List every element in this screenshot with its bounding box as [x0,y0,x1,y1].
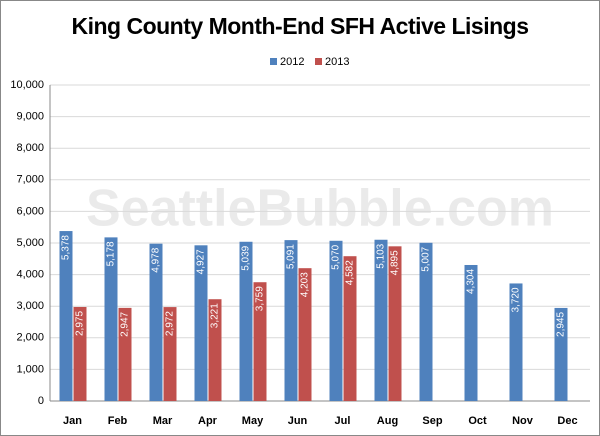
y-tick-label: 7,000 [16,174,44,186]
value-label: 2,947 [120,311,131,336]
y-tick-label: 1,000 [16,363,44,375]
bar [554,307,568,401]
x-tick-label: Sep [422,415,442,427]
bar [329,240,343,401]
chart-title: King County Month-End SFH Active Lisings [71,13,528,39]
bar [343,256,357,401]
value-label: 3,720 [511,287,522,312]
value-label: 4,978 [151,247,162,272]
value-label: 4,582 [345,260,356,285]
x-tick-label: Jul [335,415,351,427]
bar [388,246,402,401]
legend-swatch [270,58,277,65]
y-tick-label: 8,000 [16,142,44,154]
x-tick-label: Apr [198,415,218,427]
value-label: 4,203 [300,272,311,297]
bar [194,245,208,401]
x-tick-label: Jun [288,415,308,427]
bar [464,264,478,401]
y-tick-label: 10,000 [10,79,44,91]
y-tick-label: 0 [38,395,44,407]
x-tick-label: Aug [377,415,398,427]
value-label: 5,070 [331,244,342,269]
x-tick-label: Mar [153,415,173,427]
legend-swatch [315,58,322,65]
value-label: 3,221 [210,303,221,328]
x-tick-label: Feb [108,415,128,427]
watermark: SeattleBubble.com [86,180,554,238]
value-label: 2,972 [165,311,176,336]
value-label: 5,007 [421,246,432,271]
legend-label: 2013 [325,56,349,68]
bar [118,307,132,401]
bar [163,307,177,401]
value-label: 4,304 [466,269,477,294]
value-label: 5,103 [376,243,387,268]
y-tick-label: 4,000 [16,269,44,281]
value-label: 3,759 [255,286,266,311]
bar [253,282,267,401]
y-tick-label: 2,000 [16,332,44,344]
value-label: 4,895 [390,250,401,275]
y-tick-label: 5,000 [16,237,44,249]
bar [509,283,523,401]
bar [59,231,73,401]
x-tick-label: Dec [557,415,577,427]
value-label: 5,178 [106,241,117,266]
bar [208,299,222,401]
value-label: 2,975 [75,311,86,336]
value-label: 2,945 [556,312,567,337]
x-tick-label: May [242,415,264,427]
bar [239,241,253,401]
x-tick-label: Jan [63,415,82,427]
y-tick-label: 9,000 [16,111,44,123]
bar [73,306,87,401]
bar [104,237,118,401]
x-tick-label: Nov [512,415,534,427]
value-label: 5,039 [241,245,252,270]
bar [374,239,388,401]
value-label: 5,378 [61,235,72,260]
bar [284,240,298,401]
bar [149,243,163,401]
value-label: 4,927 [196,249,207,274]
legend-label: 2012 [280,56,304,68]
y-tick-label: 3,000 [16,300,44,312]
x-tick-label: Oct [468,415,487,427]
bar [419,242,433,401]
y-tick-label: 6,000 [16,205,44,217]
bar [298,268,312,401]
value-label: 5,091 [286,244,297,269]
